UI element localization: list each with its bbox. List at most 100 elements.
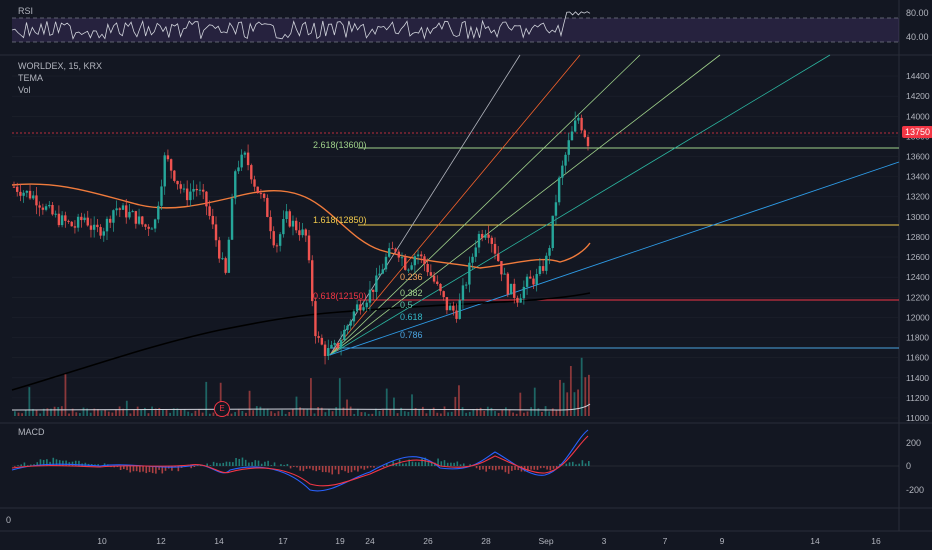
macd-hist-bar: [427, 460, 430, 466]
macd-hist-bar: [129, 466, 132, 473]
volume-bar: [580, 357, 583, 416]
candle-body: [548, 248, 551, 256]
candle-body: [532, 278, 535, 285]
volume-bar: [353, 413, 356, 416]
candle-body: [291, 220, 295, 227]
time-tick-label: 16: [871, 536, 881, 546]
macd-hist-bar: [373, 466, 375, 468]
candle-body: [189, 191, 192, 201]
macd-hist-bar: [52, 457, 55, 466]
macd-hist-bar: [331, 466, 334, 475]
volume-bar: [526, 411, 529, 416]
candle-body: [285, 211, 288, 219]
macd-hist-bar: [511, 466, 513, 471]
volume-bar: [270, 411, 273, 416]
price-axis[interactable]: 11000 11200 11400 11600 11800 12000 12200 12400…: [906, 71, 930, 423]
macd-hist-bar: [546, 466, 548, 470]
volume-bar: [403, 411, 406, 416]
macd-hist-bar: [395, 463, 398, 466]
volume-bar: [266, 408, 269, 416]
candle-body: [410, 265, 413, 270]
candle-body: [57, 213, 61, 226]
macd-hist-bar: [254, 460, 257, 466]
macd-hist-bar: [273, 462, 276, 466]
volume-bar: [291, 408, 294, 416]
candle-body: [416, 254, 420, 257]
volume-bar: [476, 408, 478, 416]
candle-body: [128, 211, 131, 218]
macd-hist-bar: [257, 460, 260, 466]
macd-hist-bar: [312, 466, 314, 471]
price-tick-label: 12000: [906, 312, 930, 322]
volume-bar: [483, 410, 486, 416]
candle-body: [474, 247, 477, 257]
candle-body: [439, 283, 442, 292]
macd-hist-bar: [97, 464, 99, 466]
candle-body: [429, 272, 433, 276]
candle-body: [362, 307, 365, 311]
volume-bar: [389, 409, 392, 416]
volume-bar: [288, 412, 291, 416]
volume-bar: [230, 413, 233, 416]
volume-bar: [530, 407, 533, 416]
candle-body: [583, 130, 586, 138]
volume-bar: [562, 382, 565, 416]
volume-bar: [89, 412, 92, 416]
macd-hist-bar: [193, 466, 196, 467]
macd-hist-bar: [228, 461, 231, 466]
candle-body: [41, 207, 45, 210]
volume-bar: [162, 409, 164, 416]
earnings-marker[interactable]: E: [214, 401, 230, 417]
symbol-title[interactable]: WORLDEX, 15, KRX: [18, 61, 103, 71]
signal-line: [11, 435, 589, 487]
candle-body: [352, 311, 356, 322]
volume-bar: [497, 412, 500, 416]
macd-hist-bar: [507, 466, 510, 474]
legend-vol[interactable]: Vol: [18, 85, 31, 95]
volume-bar: [360, 412, 363, 416]
volume-bar: [306, 408, 309, 416]
candle-body: [67, 220, 70, 222]
price-tick-label: 11400: [906, 373, 929, 383]
macd-hist-bar: [536, 466, 539, 470]
legend-tema[interactable]: TEMA: [18, 73, 44, 83]
tema-line: [11, 183, 591, 269]
candle-body: [112, 210, 115, 223]
macd-hist-bar: [65, 460, 67, 466]
macd-hist-bar: [450, 462, 452, 466]
candle-body: [51, 205, 54, 215]
macd-hist-bar: [103, 463, 106, 466]
macd-hist-bar: [280, 464, 282, 466]
time-tick-label: 24: [365, 536, 375, 546]
volume-bar: [57, 407, 60, 416]
candle-body: [150, 228, 154, 230]
time-tick-label: 17: [278, 536, 288, 546]
volume-bar: [512, 412, 514, 416]
macd-hist-bar: [46, 459, 48, 466]
time-tick-label: 7: [663, 536, 668, 546]
volume-bar: [241, 411, 244, 416]
candle-body: [471, 256, 474, 263]
price-tick-label: 11600: [906, 353, 929, 363]
volume-bar: [42, 408, 45, 416]
volume-bar: [515, 413, 518, 416]
volume-bar: [190, 413, 193, 416]
candle-body: [346, 325, 349, 330]
macd-level-200: 200: [906, 438, 922, 448]
volume-bar: [68, 413, 70, 416]
macd-hist-bar: [539, 466, 542, 469]
candle-body: [208, 206, 211, 216]
candle-body: [301, 229, 304, 236]
time-axis[interactable]: 10 12 14 17 19 24 26 28 Sep 3 7 9 14 16: [0, 530, 932, 546]
price-tick-label: 13000: [906, 212, 930, 222]
candle-body: [436, 281, 439, 284]
macd-hist-bar: [164, 466, 167, 471]
macd-hist-bar: [30, 464, 32, 466]
candle-body: [573, 120, 577, 132]
candle-body: [397, 251, 401, 258]
fib-label-0786: 0.786: [400, 330, 423, 340]
macd-hist-bar: [264, 461, 266, 466]
volume-bar: [212, 412, 215, 416]
macd-hist-bar: [418, 462, 420, 466]
